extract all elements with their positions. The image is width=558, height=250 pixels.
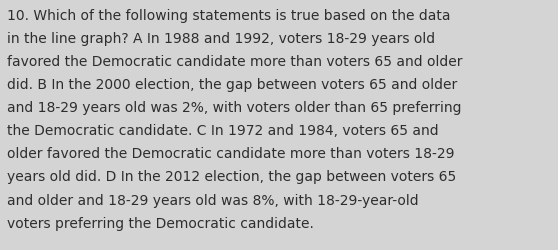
Text: the Democratic candidate. C In 1972 and 1984, voters 65 and: the Democratic candidate. C In 1972 and …	[7, 124, 439, 138]
Text: favored the Democratic candidate more than voters 65 and older: favored the Democratic candidate more th…	[7, 55, 463, 69]
Text: older favored the Democratic candidate more than voters 18-29: older favored the Democratic candidate m…	[7, 147, 455, 161]
Text: and older and 18-29 years old was 8%, with 18-29-year-old: and older and 18-29 years old was 8%, wi…	[7, 193, 419, 207]
Text: did. B In the 2000 election, the gap between voters 65 and older: did. B In the 2000 election, the gap bet…	[7, 78, 458, 92]
Text: 10. Which of the following statements is true based on the data: 10. Which of the following statements is…	[7, 9, 451, 23]
Text: years old did. D In the 2012 election, the gap between voters 65: years old did. D In the 2012 election, t…	[7, 170, 456, 184]
Text: in the line graph? A In 1988 and 1992, voters 18-29 years old: in the line graph? A In 1988 and 1992, v…	[7, 32, 435, 46]
Text: and 18-29 years old was 2%, with voters older than 65 preferring: and 18-29 years old was 2%, with voters …	[7, 101, 462, 115]
Text: voters preferring the Democratic candidate.: voters preferring the Democratic candida…	[7, 216, 314, 230]
